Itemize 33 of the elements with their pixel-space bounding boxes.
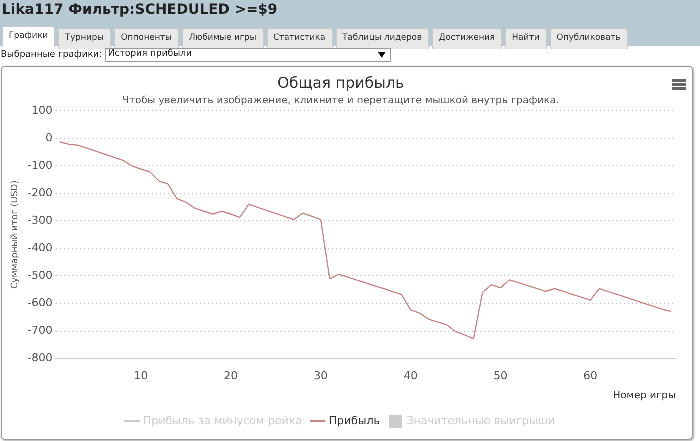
text: Опубликовать — [550, 28, 628, 49]
y-tick-label: -200 — [28, 186, 53, 200]
text: Таблицы лидеров — [336, 28, 430, 49]
y-tick-label: -600 — [28, 296, 53, 310]
x-tick-label: 40 — [404, 369, 418, 382]
legend-label: Прибыль — [328, 414, 380, 428]
y-tick-label: -400 — [28, 242, 53, 255]
y-tick-label: 100 — [32, 104, 53, 117]
y-tick-label: -800 — [28, 352, 53, 365]
y-tick-label: -500 — [28, 269, 53, 282]
text: Графики — [2, 26, 56, 47]
text: Найти — [505, 28, 547, 49]
text: История прибыли — [105, 48, 392, 62]
text: Выбранные графики: — [1, 50, 102, 60]
text: Статистика — [266, 28, 333, 49]
y-tick-label: -700 — [28, 324, 53, 338]
text: Оппоненты — [114, 28, 180, 49]
x-tick-label: 60 — [584, 369, 598, 382]
text: Турниры — [58, 28, 112, 49]
x-tick-label: 10 — [134, 369, 148, 382]
y-tick-label: -300 — [28, 214, 53, 227]
text: Lika117 Фильтр:SCHEDULED >=$9 — [1, 1, 279, 20]
y-tick-label: 0 — [46, 131, 53, 144]
x-tick-label: 50 — [494, 369, 508, 382]
x-axis-title: Номер игры — [613, 390, 676, 402]
x-tick-label: 30 — [314, 369, 328, 382]
y-axis-title: Суммарный итог (USD) — [10, 180, 21, 290]
text: Любимые игры — [182, 28, 264, 49]
text: Достижения — [432, 28, 502, 49]
y-tick-label: -100 — [28, 158, 53, 172]
chart-subtitle: Чтобы увеличить изображение, кликните и перетащите мышкой внутрь графика. — [122, 96, 560, 107]
x-tick-label: 20 — [224, 369, 238, 382]
chart-title: Общая прибыль — [278, 74, 404, 92]
